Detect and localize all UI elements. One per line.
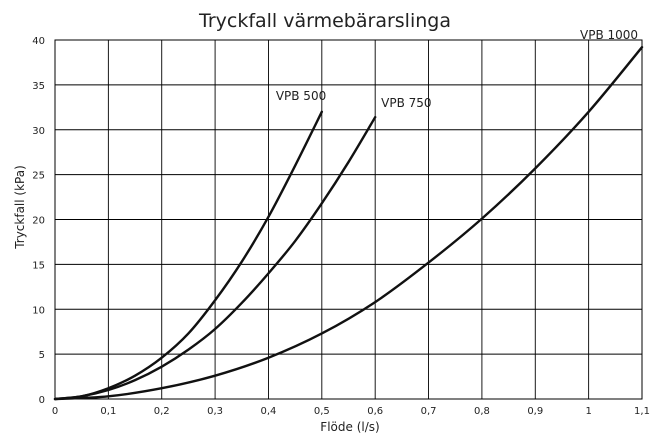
chart-title: Tryckfall värmebärarslinga xyxy=(199,10,451,32)
x-tick-label: 0,7 xyxy=(421,406,437,417)
x-tick-label: 0,8 xyxy=(474,406,490,417)
x-tick-label: 0 xyxy=(52,406,58,417)
x-tick-label: 0,9 xyxy=(527,406,543,417)
x-tick-label: 0,4 xyxy=(261,406,277,417)
y-tick-label: 20 xyxy=(32,216,45,227)
y-tick-label: 10 xyxy=(32,305,45,316)
series-label: VPB 750 xyxy=(381,96,431,110)
series-line xyxy=(53,45,644,401)
series-line xyxy=(53,115,377,401)
x-tick-label: 1 xyxy=(585,406,591,417)
x-tick-label: 1,1 xyxy=(634,406,650,417)
series-labels: VPB 500 VPB 750 VPB 1000 xyxy=(276,28,638,110)
y-tick-label: 15 xyxy=(32,260,45,271)
x-tick-label: 0,1 xyxy=(100,406,116,417)
y-tick-label: 40 xyxy=(32,36,45,47)
y-tick-label: 5 xyxy=(39,350,45,361)
y-tick-label: 35 xyxy=(32,81,45,92)
tick-labels: 0 0,1 0,2 0,3 0,4 0,5 0,6 0,7 0,8 0,9 1 1,1 0 5 10 15 20… xyxy=(32,36,650,417)
x-axis-label: Flöde (l/s) xyxy=(320,420,380,434)
y-axis-label: Tryckfall (kPa) xyxy=(13,165,27,249)
x-tick-label: 0,3 xyxy=(207,406,223,417)
y-tick-label: 30 xyxy=(32,126,45,137)
grid xyxy=(54,39,643,400)
y-tick-label: 25 xyxy=(32,171,45,182)
x-tick-label: 0,5 xyxy=(314,406,330,417)
series-label: VPB 1000 xyxy=(580,28,638,42)
y-tick-label: 0 xyxy=(39,395,45,406)
x-tick-label: 0,2 xyxy=(154,406,170,417)
series-line xyxy=(53,110,324,401)
series-label: VPB 500 xyxy=(276,89,326,103)
series-lines xyxy=(53,45,644,401)
x-tick-label: 0,6 xyxy=(367,406,383,417)
